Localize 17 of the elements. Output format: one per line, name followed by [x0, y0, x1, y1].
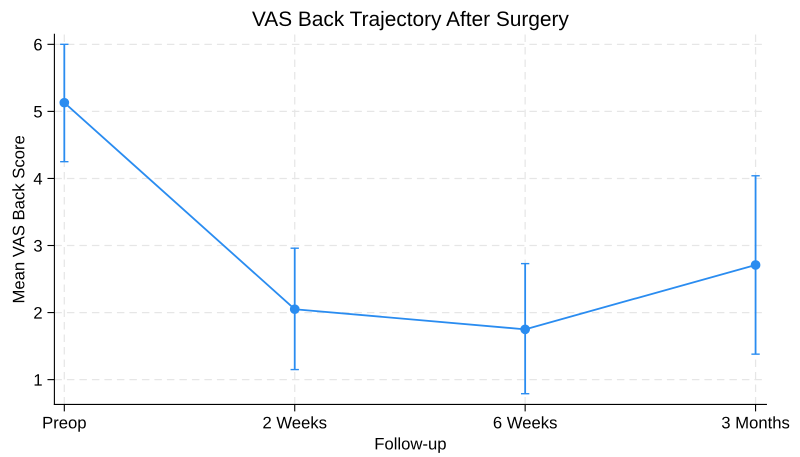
- y-tick-label: 6: [34, 38, 42, 51]
- y-tick-label: 5: [34, 106, 42, 118]
- chart-title: VAS Back Trajectory After Surgery: [252, 10, 569, 30]
- point: [59, 98, 70, 108]
- point: [750, 260, 760, 270]
- y-tick-label: 2: [34, 306, 42, 319]
- y-tick-label: 4: [34, 173, 42, 184]
- x-tick-label: Preop: [43, 416, 86, 432]
- y-tick-label: 3: [34, 240, 42, 252]
- x-tick-label: 3 Months: [722, 416, 790, 428]
- y-axis-title: Mean VAS Back Score: [12, 136, 24, 302]
- y-tick-label: 1: [34, 374, 42, 386]
- point: [520, 324, 530, 334]
- point: [290, 304, 300, 314]
- x-tick-label: 2 Weeks: [263, 416, 326, 428]
- x-tick-label: 6 Weeks: [494, 416, 557, 428]
- x-axis-title: Follow-up: [376, 437, 446, 453]
